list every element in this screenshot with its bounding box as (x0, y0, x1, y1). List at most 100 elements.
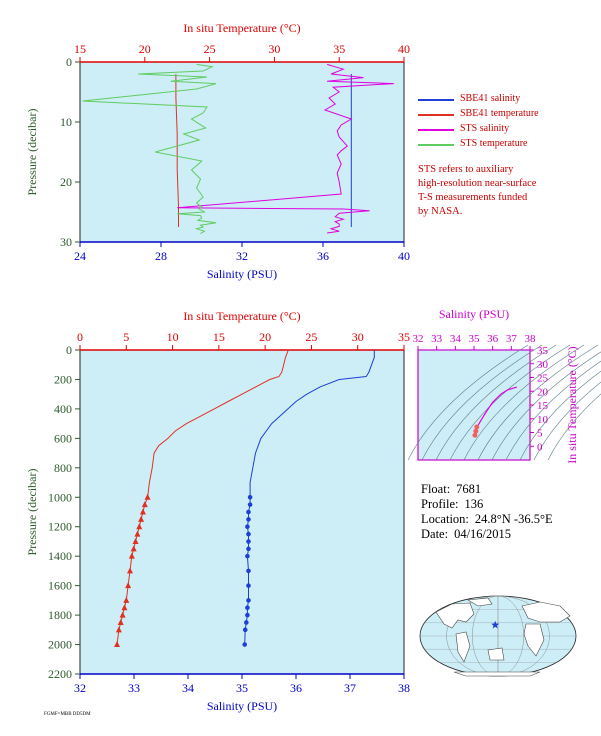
pressure-axis-title: Pressure (decibar) (25, 469, 39, 556)
salinity-tick-label: 38 (398, 681, 410, 695)
data-point (115, 626, 122, 633)
data-point (245, 553, 250, 559)
data-point (144, 493, 151, 500)
temperature-tick-label: 15 (74, 42, 86, 56)
pressure-tick-label: 1800 (48, 608, 72, 622)
ts-temperature-tick-label: 35 (537, 345, 549, 357)
ts-plot-area (417, 349, 531, 461)
temperature-tick-label: 25 (204, 42, 216, 56)
note-line: STS refers to auxiliary (418, 164, 514, 175)
data-point (139, 508, 146, 515)
temperature-tick-label: 25 (305, 330, 317, 344)
map-landmass (435, 602, 475, 629)
pressure-tick-label: 10 (60, 115, 72, 129)
data-point (130, 545, 137, 552)
density-contour (491, 351, 601, 461)
pressure-tick-label: 1400 (48, 549, 72, 563)
data-point (247, 494, 253, 500)
map-landmass (455, 631, 471, 663)
data-point (242, 642, 247, 647)
map-landmass (453, 671, 541, 677)
salinity-tick-label: 32 (236, 249, 248, 263)
data-point (125, 582, 132, 589)
series-line (244, 350, 375, 645)
pressure-tick-label: 200 (54, 372, 72, 386)
ts-temperature-tick-label: 25 (537, 373, 549, 385)
legend-label: SBE41 temperature (460, 108, 539, 119)
plot-area (79, 349, 405, 675)
pressure-tick-label: 1000 (48, 490, 72, 504)
ts-salinity-tick-label: 35 (469, 333, 481, 345)
density-contour (519, 370, 601, 461)
ts-temperature-tick-label: 30 (537, 359, 549, 371)
salinity-tick-label: 35 (236, 681, 248, 695)
legend-label: STS temperature (460, 138, 528, 149)
pressure-tick-label: 600 (54, 431, 72, 445)
data-point (246, 583, 251, 588)
legend-label: STS salinity (460, 123, 510, 134)
full-profile-chart: 0 5 10 15 20 25 30 35 32 33 34 35 36 37 38 0 200 400 600 80… (25, 309, 410, 713)
ts-temperature-tick-label: 20 (537, 386, 549, 398)
ts-salinity-tick-label: 37 (506, 333, 518, 345)
legend-swatch (418, 129, 454, 131)
ts-salinity-tick-label: 32 (413, 333, 424, 345)
profile-label: Profile: (421, 497, 459, 511)
density-contour (463, 344, 585, 461)
location-value: 24.8°N -36.5°E (474, 512, 553, 526)
data-point (246, 598, 251, 603)
legend-swatch (418, 144, 454, 146)
data-point (121, 604, 128, 611)
density-contour (421, 344, 543, 461)
ts-salinity-tick-label: 38 (525, 333, 537, 345)
salinity-tick-label: 37 (344, 681, 356, 695)
ts-temperature-tick-label: 0 (537, 441, 543, 453)
series-line (177, 63, 394, 234)
ts-salinity-axis-title: Salinity (PSU) (439, 307, 509, 321)
float-label: Float: (421, 482, 451, 496)
ts-data-point (473, 428, 479, 434)
pressure-tick-label: 1200 (48, 520, 72, 534)
note-line: high-resolution near-surface (418, 178, 537, 189)
map-landmass (467, 597, 493, 607)
ts-data-point (474, 424, 480, 430)
temperature-tick-label: 0 (77, 330, 83, 344)
temperature-tick-label: 35 (398, 330, 410, 344)
density-contour (533, 381, 601, 461)
data-point (246, 568, 251, 574)
location-row: Location: 24.8°N -36.5°E (421, 512, 553, 527)
temperature-axis-title: In situ Temperature (°C) (183, 21, 300, 35)
ts-temperature-tick-label: 10 (537, 414, 549, 426)
pressure-tick-label: 0 (66, 55, 72, 69)
density-contour (435, 344, 557, 461)
data-point (136, 523, 143, 530)
plot-area (79, 61, 405, 243)
temperature-tick-label: 40 (398, 42, 410, 56)
density-contour (407, 344, 529, 461)
ts-temperature-tick-label: 5 (537, 428, 543, 440)
salinity-tick-label: 40 (398, 249, 410, 263)
note-line: T-S measurements funded (418, 192, 528, 203)
ts-salinity-tick-label: 34 (450, 333, 462, 345)
profile-row: Profile: 136 (421, 497, 483, 512)
note-line: by NASA. (418, 206, 463, 217)
ts-temperature-axis-title: In situ Temperature (°C) (565, 346, 579, 463)
pressure-tick-label: 400 (54, 402, 72, 416)
pressure-tick-label: 800 (54, 461, 72, 475)
location-label: Location: (421, 512, 469, 526)
salinity-tick-label: 24 (74, 249, 86, 263)
density-contour (505, 360, 601, 461)
salinity-axis-title: Salinity (PSU) (207, 699, 277, 713)
data-point (245, 605, 250, 611)
data-point (117, 618, 124, 625)
ts-salinity-tick-label: 36 (487, 333, 499, 345)
data-point (123, 596, 130, 603)
world-map (419, 595, 577, 677)
date-value: 04/16/2015 (454, 527, 512, 541)
date-label: Date: (421, 527, 449, 541)
near-surface-chart: 15 20 25 30 35 40 24 28 32 36 40 0 10 20 30 In situ Tem… (25, 21, 410, 281)
pressure-tick-label: 20 (60, 175, 72, 189)
density-contour (477, 344, 599, 461)
data-point (246, 539, 251, 544)
